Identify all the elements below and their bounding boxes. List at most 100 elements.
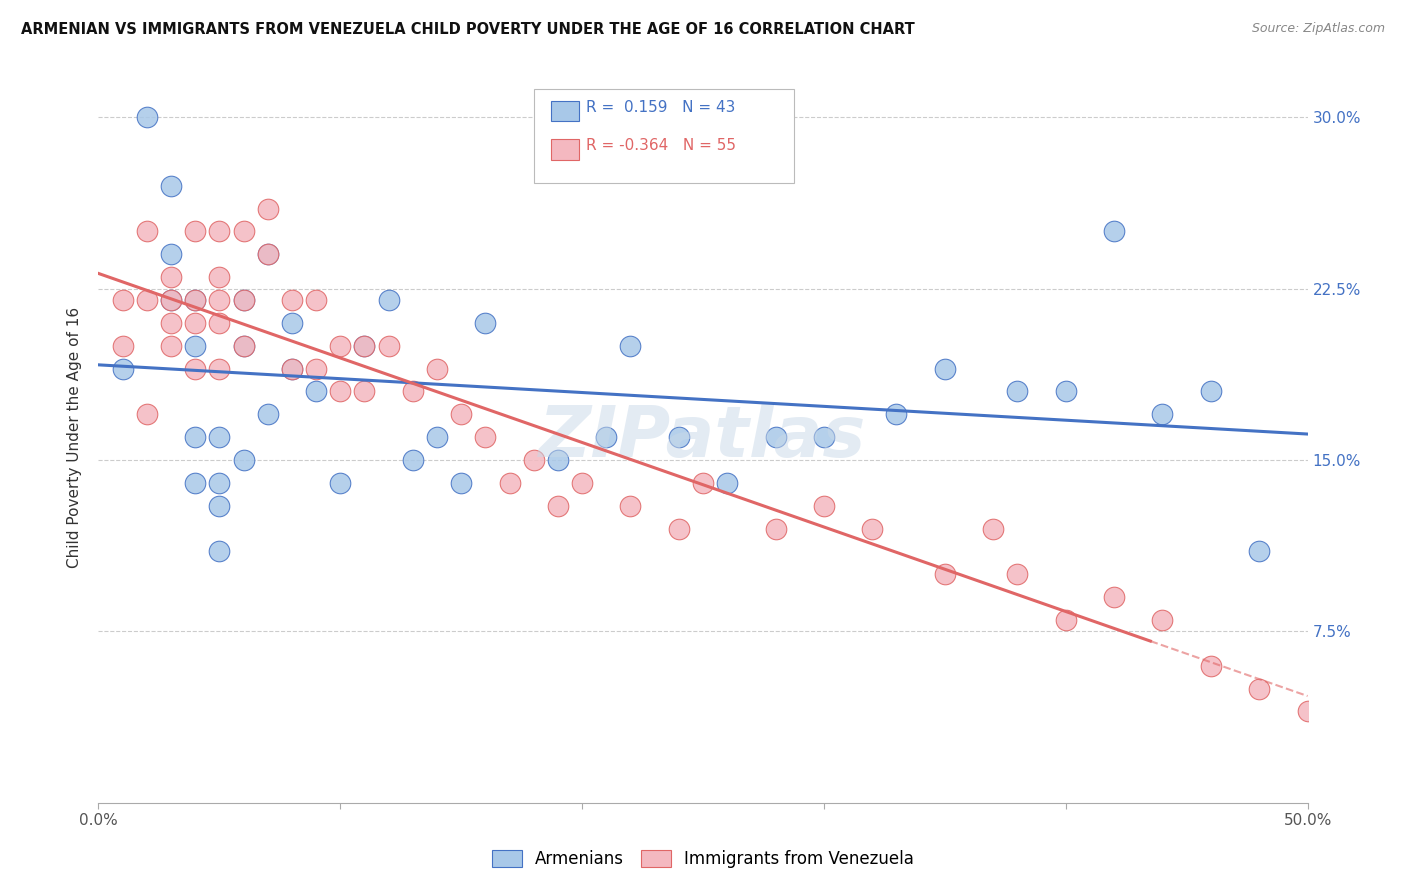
Point: [184, 338, 207, 352]
Point: [402, 453, 425, 467]
Point: [208, 499, 231, 513]
Point: [498, 475, 520, 490]
Point: [184, 224, 207, 238]
Point: [208, 316, 231, 330]
Text: ZIPatlas: ZIPatlas: [540, 402, 866, 472]
Point: [329, 338, 352, 352]
Point: [111, 293, 134, 307]
Point: [353, 384, 375, 399]
Point: [353, 338, 375, 352]
Point: [305, 384, 328, 399]
Point: [232, 293, 254, 307]
Point: [668, 521, 690, 535]
Text: ARMENIAN VS IMMIGRANTS FROM VENEZUELA CHILD POVERTY UNDER THE AGE OF 16 CORRELAT: ARMENIAN VS IMMIGRANTS FROM VENEZUELA CH…: [21, 22, 915, 37]
Point: [111, 338, 134, 352]
Point: [160, 270, 183, 285]
Point: [208, 475, 231, 490]
Point: [450, 407, 472, 421]
Point: [1152, 407, 1174, 421]
Point: [813, 499, 835, 513]
Point: [232, 224, 254, 238]
Point: [184, 316, 207, 330]
Point: [1054, 613, 1077, 627]
Point: [305, 361, 328, 376]
Point: [450, 475, 472, 490]
Point: [426, 430, 449, 444]
Point: [1007, 567, 1029, 582]
Text: R =  0.159   N = 43: R = 0.159 N = 43: [586, 100, 735, 114]
Point: [813, 430, 835, 444]
Point: [232, 453, 254, 467]
Point: [1152, 613, 1174, 627]
Point: [232, 338, 254, 352]
Point: [377, 293, 399, 307]
Point: [256, 407, 278, 421]
Text: R = -0.364   N = 55: R = -0.364 N = 55: [586, 138, 737, 153]
Point: [135, 110, 157, 124]
Point: [184, 293, 207, 307]
Point: [184, 475, 207, 490]
Point: [256, 247, 278, 261]
Point: [208, 224, 231, 238]
Point: [595, 430, 617, 444]
Point: [402, 384, 425, 399]
Point: [111, 361, 134, 376]
Point: [160, 247, 183, 261]
Point: [765, 430, 787, 444]
Point: [1102, 590, 1125, 604]
Point: [765, 521, 787, 535]
Point: [281, 293, 304, 307]
Point: [184, 293, 207, 307]
Text: Source: ZipAtlas.com: Source: ZipAtlas.com: [1251, 22, 1385, 36]
Point: [256, 202, 278, 216]
Point: [232, 293, 254, 307]
Point: [160, 293, 183, 307]
Point: [523, 453, 546, 467]
Point: [668, 430, 690, 444]
Point: [160, 338, 183, 352]
Point: [208, 430, 231, 444]
Point: [160, 316, 183, 330]
Point: [474, 316, 496, 330]
Point: [571, 475, 593, 490]
Point: [934, 361, 956, 376]
Point: [353, 338, 375, 352]
Point: [208, 270, 231, 285]
Point: [281, 361, 304, 376]
Point: [281, 316, 304, 330]
Point: [329, 475, 352, 490]
Point: [474, 430, 496, 444]
Point: [1296, 705, 1319, 719]
Point: [1249, 681, 1271, 696]
Point: [547, 453, 569, 467]
Point: [160, 178, 183, 193]
Point: [135, 407, 157, 421]
Point: [619, 499, 641, 513]
Point: [232, 338, 254, 352]
Point: [860, 521, 883, 535]
Point: [692, 475, 714, 490]
Point: [135, 293, 157, 307]
Point: [1249, 544, 1271, 558]
Point: [619, 338, 641, 352]
Point: [184, 430, 207, 444]
Point: [1054, 384, 1077, 399]
Point: [208, 293, 231, 307]
Point: [886, 407, 908, 421]
Point: [426, 361, 449, 376]
Point: [329, 384, 352, 399]
Point: [305, 293, 328, 307]
Point: [1007, 384, 1029, 399]
Point: [208, 544, 231, 558]
Legend: Armenians, Immigrants from Venezuela: Armenians, Immigrants from Venezuela: [485, 844, 921, 875]
Point: [208, 361, 231, 376]
Point: [184, 361, 207, 376]
Point: [981, 521, 1004, 535]
Point: [1199, 384, 1222, 399]
Point: [160, 293, 183, 307]
Point: [1102, 224, 1125, 238]
Y-axis label: Child Poverty Under the Age of 16: Child Poverty Under the Age of 16: [67, 307, 83, 567]
Point: [1199, 658, 1222, 673]
Point: [281, 361, 304, 376]
Point: [934, 567, 956, 582]
